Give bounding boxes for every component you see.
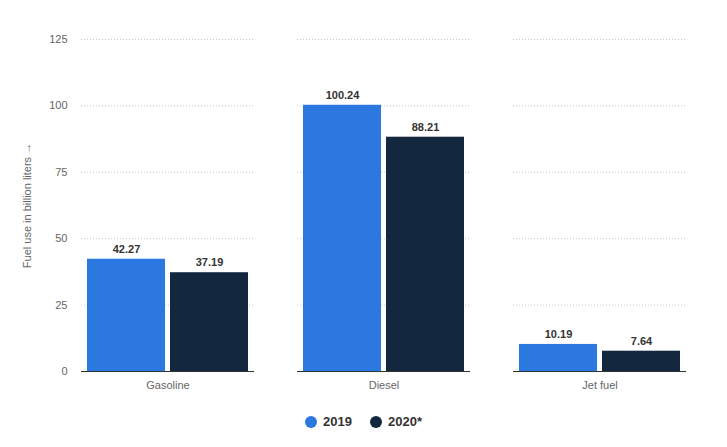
svg-text:88.21: 88.21 bbox=[412, 121, 440, 133]
svg-text:125: 125 bbox=[49, 33, 67, 45]
svg-text:50: 50 bbox=[55, 232, 67, 244]
svg-text:37.19: 37.19 bbox=[196, 256, 224, 268]
svg-text:25: 25 bbox=[55, 299, 67, 311]
html-text:2019: 2019 bbox=[323, 414, 352, 429]
svg-text:75: 75 bbox=[55, 166, 67, 178]
html-text:2020*: 2020* bbox=[388, 414, 422, 429]
svg-text:100: 100 bbox=[49, 99, 67, 111]
svg-text:Fuel use in billion liters →: Fuel use in billion liters → bbox=[21, 143, 33, 268]
svg-text:100.24: 100.24 bbox=[326, 89, 361, 101]
svg-text:7.64: 7.64 bbox=[631, 335, 653, 347]
svg-text:10.19: 10.19 bbox=[545, 328, 573, 340]
svg-text:Diesel: Diesel bbox=[369, 379, 400, 391]
svg-text:Jet fuel: Jet fuel bbox=[582, 379, 617, 391]
svg-text:Gasoline: Gasoline bbox=[146, 379, 189, 391]
svg-text:0: 0 bbox=[61, 365, 67, 377]
svg-text:42.27: 42.27 bbox=[113, 243, 141, 255]
